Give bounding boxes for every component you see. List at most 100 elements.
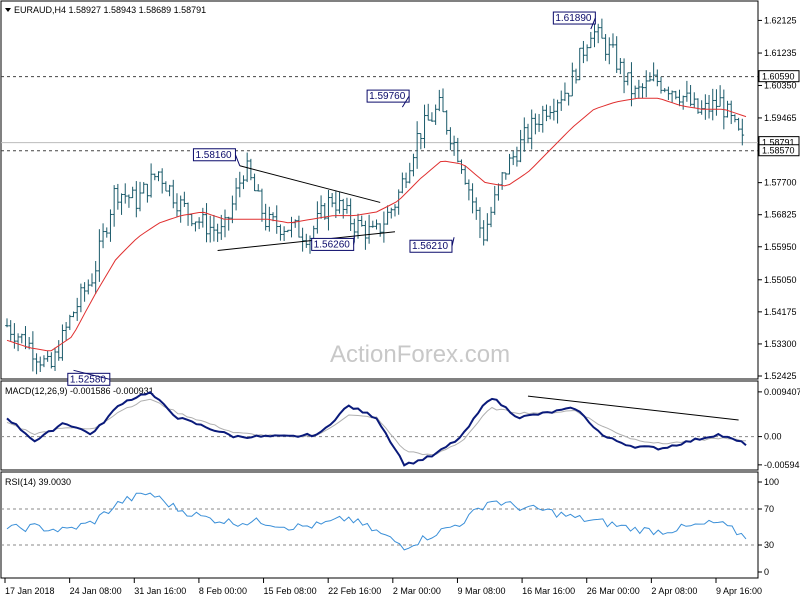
candle [389, 207, 394, 219]
candle [31, 331, 35, 372]
price-annotation: 1.56210 [409, 237, 455, 253]
candle [19, 333, 24, 344]
candle [175, 193, 179, 217]
candle [566, 92, 571, 106]
candle [618, 58, 623, 75]
price-tick-label: 1.57700 [764, 178, 797, 188]
svg-text:1.52580: 1.52580 [70, 374, 107, 385]
candle [448, 127, 453, 151]
candle [230, 195, 235, 224]
candle [589, 31, 593, 49]
candle [45, 350, 50, 362]
trend-lines [217, 165, 396, 251]
time-tick-label: 31 Jan 16:00 [134, 586, 186, 596]
price-tick-label: 1.52425 [764, 371, 797, 381]
candle [651, 62, 656, 82]
candle [393, 204, 397, 217]
macd-line [6, 390, 747, 467]
candle [526, 123, 530, 144]
candle [552, 98, 556, 121]
candle [470, 183, 475, 214]
candle [522, 117, 527, 152]
candle [540, 105, 545, 133]
candle [489, 206, 493, 228]
time-tick-label: 2 Apr 08:00 [651, 586, 697, 596]
candle [611, 33, 615, 48]
candle [577, 47, 582, 81]
svg-text:1.61890: 1.61890 [555, 13, 592, 24]
candle [145, 183, 150, 203]
candle [367, 214, 371, 244]
candle [38, 356, 43, 373]
triangle-upper-trendline [239, 165, 381, 203]
candle [729, 100, 734, 125]
price-tick-label: 1.53300 [764, 339, 797, 349]
candle [437, 89, 442, 112]
candle [596, 23, 600, 44]
price-tick-label: 1.56825 [764, 210, 797, 220]
candle [330, 193, 334, 208]
candle [156, 171, 161, 182]
macd-tick-label: 0.00 [764, 432, 782, 442]
candle [559, 90, 564, 111]
candle [212, 214, 216, 242]
candle [127, 194, 131, 208]
rsi-title: RSI(14) 39.0030 [5, 477, 71, 487]
candle [86, 279, 91, 295]
candle [56, 340, 61, 361]
candle [8, 320, 13, 341]
candle [278, 224, 283, 241]
candle [544, 104, 549, 122]
price-tick-label: 1.59465 [764, 113, 797, 123]
candle [348, 198, 353, 232]
price-annotation: 1.59760 [366, 89, 410, 108]
candle [182, 191, 187, 207]
candle [197, 217, 201, 230]
candle [400, 172, 405, 194]
collapse-triangle-icon[interactable] [5, 8, 11, 12]
candle [714, 89, 719, 116]
candle [104, 227, 109, 238]
candle [256, 184, 261, 192]
candle [570, 62, 575, 97]
candle [34, 353, 39, 375]
candle [90, 273, 94, 287]
candle [485, 213, 490, 242]
candle [119, 193, 124, 215]
price-tick-label: 1.55950 [764, 242, 797, 252]
price-annotation: 1.52580 [67, 369, 111, 386]
candle [68, 314, 72, 331]
candle [529, 109, 534, 150]
candle [681, 95, 685, 110]
candle [385, 205, 390, 225]
candle [507, 153, 512, 175]
price-tag-label: 1.60590 [762, 72, 795, 82]
candle [459, 159, 464, 174]
candle [474, 197, 479, 220]
candle [237, 171, 242, 198]
rsi-axis: 100 70 30 0 [758, 477, 779, 577]
candle [300, 227, 305, 252]
candle [433, 104, 438, 125]
price-tag-box [758, 144, 800, 157]
candle [153, 173, 157, 181]
candle [718, 85, 722, 107]
rsi-line [6, 492, 747, 551]
candle [141, 182, 146, 194]
candle [467, 179, 471, 201]
candle [315, 201, 320, 234]
candle [260, 188, 264, 222]
candle [167, 184, 172, 197]
candle [492, 185, 497, 215]
candle [430, 112, 434, 122]
candle [252, 173, 257, 192]
candle [297, 215, 301, 238]
candle [53, 347, 57, 371]
candle [607, 37, 612, 65]
candle [82, 282, 87, 302]
candle [673, 90, 678, 100]
candle [42, 355, 46, 368]
price-tag-box [758, 70, 800, 83]
candle [171, 179, 176, 209]
candle [625, 72, 630, 86]
